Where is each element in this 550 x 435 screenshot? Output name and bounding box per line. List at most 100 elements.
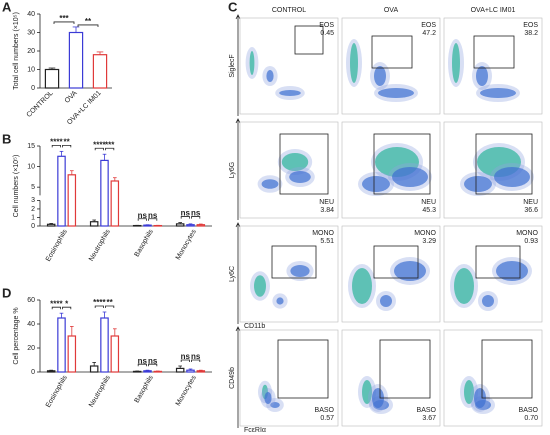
bar bbox=[68, 31, 84, 89]
y-axis-label: Ly6C bbox=[229, 266, 236, 282]
bar bbox=[175, 367, 185, 373]
axis-arrow bbox=[235, 14, 241, 116]
panel-label: D bbox=[2, 285, 11, 300]
bar bbox=[92, 54, 108, 89]
error-bar bbox=[145, 369, 150, 371]
y-tick-label: 40 bbox=[27, 321, 35, 328]
density-core bbox=[476, 66, 488, 86]
sig-label: **** bbox=[50, 137, 63, 146]
density-core bbox=[380, 295, 392, 307]
density-core bbox=[350, 43, 358, 83]
bar bbox=[132, 370, 142, 373]
axis-arrow bbox=[235, 222, 241, 324]
gate-value: 45.3 bbox=[422, 207, 436, 214]
plot-frame bbox=[341, 17, 441, 115]
sig-bracket bbox=[191, 359, 201, 362]
y-tick-label: 20 bbox=[27, 345, 35, 352]
error-bar bbox=[96, 51, 104, 55]
sig-bracket bbox=[191, 216, 201, 219]
bar bbox=[89, 365, 99, 373]
error-bar bbox=[49, 369, 54, 371]
gate-value: 3.29 bbox=[422, 238, 436, 245]
density-core bbox=[494, 167, 530, 187]
gate-name: EOS bbox=[421, 22, 436, 29]
column-header: OVA+LC IM01 bbox=[471, 7, 516, 14]
density-core bbox=[372, 388, 384, 408]
bar bbox=[46, 223, 56, 227]
bar bbox=[67, 174, 77, 227]
plot-frame bbox=[239, 225, 339, 323]
gate-name: BASO bbox=[315, 407, 335, 414]
bar bbox=[46, 370, 56, 373]
sig-bracket bbox=[51, 144, 61, 148]
y-tick-label: 20 bbox=[27, 48, 35, 55]
y-axis-label: Ly6G bbox=[229, 162, 236, 178]
y-tick-label: 60 bbox=[27, 297, 35, 304]
density-core bbox=[454, 268, 474, 304]
sig-bracket bbox=[137, 218, 147, 221]
gate-name: MONO bbox=[312, 230, 334, 237]
gate-value: 3.67 bbox=[422, 415, 436, 422]
bar bbox=[143, 224, 152, 227]
sig-label: ns bbox=[138, 356, 148, 365]
gate-value: 47.2 bbox=[422, 30, 436, 37]
x-tick-label: Eosinophils bbox=[45, 374, 69, 409]
density-core bbox=[378, 88, 414, 98]
density-core bbox=[392, 167, 428, 187]
gate bbox=[371, 35, 413, 69]
y-tick-label: 30 bbox=[27, 29, 35, 36]
gate-name: MONO bbox=[414, 230, 436, 237]
sig-bracket bbox=[53, 21, 75, 24]
sig-bracket bbox=[77, 24, 99, 27]
error-bar bbox=[188, 368, 193, 371]
sig-label: ns bbox=[181, 209, 191, 218]
error-bar bbox=[112, 177, 117, 181]
bar bbox=[57, 155, 66, 227]
bar bbox=[100, 317, 109, 373]
density-core bbox=[279, 90, 301, 96]
axis-arrow bbox=[235, 118, 241, 220]
gate-name: BASO bbox=[519, 407, 539, 414]
gate bbox=[475, 133, 533, 195]
sig-label: ** bbox=[85, 17, 92, 26]
density-core bbox=[464, 380, 474, 404]
sig-label: **** bbox=[50, 299, 63, 308]
y-tick-label: 5 bbox=[31, 184, 35, 191]
sig-label: ns bbox=[138, 211, 148, 220]
density-core bbox=[480, 88, 516, 98]
gate-value: 3.84 bbox=[320, 207, 334, 214]
density-core bbox=[249, 51, 255, 75]
error-bar bbox=[102, 153, 107, 161]
gate-name: NEU bbox=[319, 199, 334, 206]
x-tick-label: Basophils bbox=[134, 228, 155, 258]
error-bar bbox=[59, 150, 64, 157]
bar bbox=[175, 223, 185, 227]
density-core bbox=[281, 153, 309, 171]
gate-name: BASO bbox=[417, 407, 437, 414]
gate-value: 0.70 bbox=[524, 415, 538, 422]
sig-label: ns bbox=[148, 356, 158, 365]
y-tick-label: 0 bbox=[31, 369, 35, 376]
sig-bracket bbox=[180, 359, 190, 362]
bar bbox=[110, 335, 120, 373]
sig-bracket bbox=[51, 306, 61, 310]
error-bar bbox=[112, 328, 117, 336]
bar bbox=[153, 370, 163, 373]
gate bbox=[277, 339, 329, 399]
bar bbox=[44, 68, 60, 89]
sig-bracket bbox=[94, 147, 104, 151]
plot-frame bbox=[443, 329, 543, 427]
x-tick-label: Eosinophils bbox=[45, 228, 69, 263]
gate bbox=[279, 133, 329, 195]
gate bbox=[271, 245, 317, 279]
x-axis-label: CD11b bbox=[244, 323, 265, 330]
x-tick-label: CONTROL bbox=[26, 90, 55, 119]
x-tick-label: Neutrophils bbox=[88, 374, 112, 409]
density-core bbox=[261, 179, 279, 189]
y-tick-label: 1 bbox=[31, 214, 35, 221]
bar bbox=[100, 159, 109, 227]
x-tick-label: Neutrophils bbox=[88, 228, 112, 263]
gate-value: 0.45 bbox=[320, 30, 334, 37]
error-bar bbox=[188, 223, 193, 225]
